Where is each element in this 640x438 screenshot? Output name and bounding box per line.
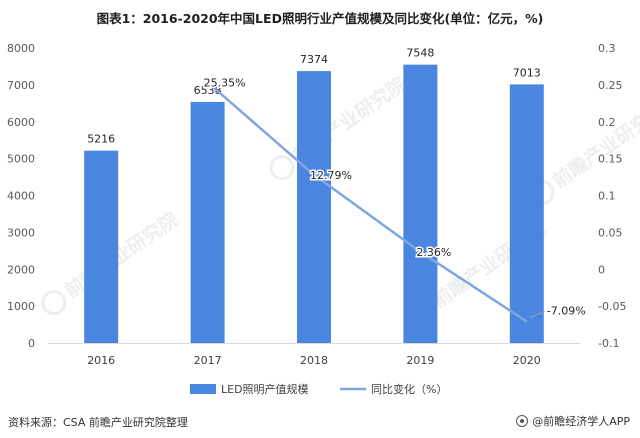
y-left-tick-label: 3000: [7, 226, 35, 239]
brand-credit: @前瞻经济学人APP: [516, 413, 630, 429]
bar-value-label: 7013: [513, 66, 541, 79]
line-value-label: 25.35%: [204, 76, 246, 89]
y-left-tick-label: 0: [28, 337, 35, 350]
y-left-tick-label: 7000: [7, 79, 35, 92]
x-tick-label: 2019: [406, 354, 434, 367]
bar-value-label: 7374: [300, 53, 328, 66]
y-left-tick-label: 1000: [7, 300, 35, 313]
watermark: 前瞻产业研究院: [269, 72, 410, 181]
legend-label: 同比变化（%）: [371, 382, 447, 396]
brand-label: @前瞻经济学人APP: [532, 415, 630, 428]
x-tick-label: 2016: [87, 354, 115, 367]
bar-value-label: 7548: [406, 47, 434, 60]
bar: [403, 64, 438, 343]
y-right-tick-label: 0.2: [598, 116, 616, 129]
legend: LED照明产值规模 同比变化（%）: [190, 382, 447, 396]
watermark-logo: [41, 290, 67, 316]
legend-swatch-bar: [190, 384, 216, 394]
series-line: [206, 81, 528, 323]
legend-label: LED照明产值规模: [221, 382, 309, 396]
y-right-tick-label: 0.05: [598, 226, 623, 239]
y-right-tick-label: 0.3: [598, 42, 616, 55]
label-leader-line: [529, 311, 545, 319]
watermark-text: 前瞻产业研究院: [548, 97, 640, 192]
y-left-tick-label: 4000: [7, 190, 35, 203]
brand-icon: [516, 415, 529, 427]
bar: [84, 150, 119, 343]
chart-title: 图表1：2016-2020年中国LED照明行业产值规模及同比变化(单位：亿元，%…: [96, 11, 544, 26]
y-right-tick-label: 0.15: [598, 153, 623, 166]
y-left-tick-label: 2000: [7, 263, 35, 276]
line-value-label: 2.36%: [416, 246, 451, 259]
bar: [190, 101, 225, 343]
line-value-label: 12.79%: [310, 169, 352, 182]
bar: [297, 71, 331, 344]
y-right-tick-label: 0.25: [598, 79, 623, 92]
bar-value-label: 5216: [87, 133, 115, 146]
watermark-text: 前瞻产业研究院: [60, 207, 182, 302]
y-right-tick-label: 0.1: [598, 190, 616, 203]
source-note: 资料来源：CSA 前瞻产业研究院整理: [8, 416, 188, 429]
x-tick-label: 2017: [194, 354, 222, 367]
line-value-label: -7.09%: [547, 305, 586, 318]
axes-layer: 0 1000 2000 3000 4000 5000 6000 7000 8000 -0.1 -0.…: [7, 42, 626, 367]
y-right-tick-label: 0: [598, 263, 605, 276]
line-layer: 25.35% 12.79% 2.36% -7.09%: [202, 75, 587, 323]
y-right-tick-label: -0.05: [598, 300, 626, 313]
x-tick-label: 2020: [513, 354, 541, 367]
y-left-tick-label: 6000: [7, 116, 35, 129]
watermark-logo: [269, 155, 295, 181]
y-right-tick-label: -0.1: [598, 337, 619, 350]
y-left-tick-label: 5000: [7, 153, 35, 166]
x-tick-label: 2018: [300, 354, 328, 367]
y-left-tick-label: 8000: [7, 42, 35, 55]
bar: [509, 84, 544, 343]
